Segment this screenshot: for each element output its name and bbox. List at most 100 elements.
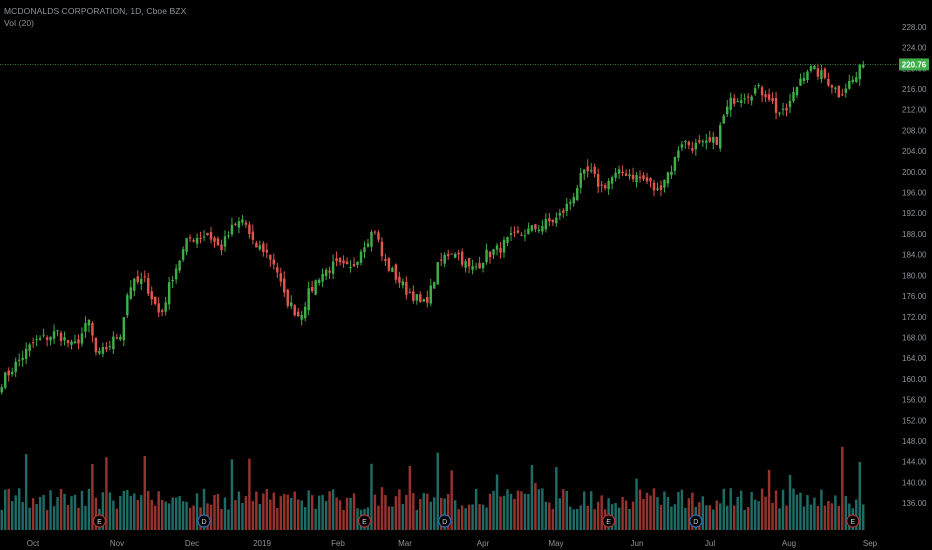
candle-body: [781, 108, 785, 110]
candle-body: [802, 78, 806, 82]
x-tick-label: Sep: [863, 539, 878, 548]
volume-bar: [767, 469, 771, 530]
volume-bar: [21, 502, 24, 530]
candle-body: [171, 279, 174, 282]
candle-body: [673, 156, 677, 171]
volume-bar: [841, 446, 844, 530]
candle-body: [610, 177, 614, 184]
earnings-marker: [357, 514, 372, 528]
candle-body: [255, 242, 258, 248]
candle-body: [244, 222, 248, 225]
volume-bar: [286, 494, 289, 530]
candle-body: [799, 78, 802, 86]
candle-body: [380, 241, 384, 257]
candle-body: [499, 248, 502, 253]
y-tick-label: 224.00: [902, 44, 927, 53]
volume-bar: [530, 464, 534, 530]
candle-body: [192, 240, 195, 242]
volume-bar: [160, 499, 164, 530]
candle-body: [621, 171, 624, 174]
candle-body: [705, 140, 708, 143]
volume-bar: [823, 505, 827, 530]
candle-body: [750, 96, 753, 101]
candle-body: [310, 286, 314, 292]
volume-bar: [255, 491, 258, 530]
volume-bar: [457, 509, 460, 530]
candle-body: [527, 228, 530, 235]
candle-body: [119, 336, 122, 340]
x-tick-label: Jul: [705, 539, 715, 548]
candle-body: [241, 219, 244, 223]
volume-bar: [265, 489, 269, 530]
volume-bar: [555, 467, 558, 530]
volume-bar: [774, 490, 778, 530]
volume-bar: [436, 452, 439, 530]
volume-bar: [66, 505, 70, 530]
candle-body: [394, 264, 398, 280]
candle-body: [558, 212, 562, 216]
candle-body: [837, 85, 841, 98]
dividend-marker: [438, 514, 452, 528]
volume-bar: [52, 506, 56, 530]
volume-bar: [746, 507, 750, 530]
volume-bar: [147, 490, 150, 530]
y-tick-label: 204.00: [902, 147, 927, 156]
event-marker-label: D: [202, 519, 207, 526]
volume-bar: [77, 507, 80, 530]
candle-body: [795, 87, 799, 96]
volume-bar: [596, 501, 600, 530]
volume-bar: [167, 503, 171, 530]
volume-bar: [94, 497, 98, 530]
volume-bar: [569, 506, 572, 530]
candle-body: [80, 333, 84, 344]
candle-body: [656, 188, 659, 190]
volume-bar: [729, 488, 732, 530]
volume-bar: [105, 457, 108, 530]
volume-bar: [485, 507, 488, 530]
volume-bar: [328, 491, 331, 530]
volume-bar: [795, 494, 799, 530]
candle-body: [286, 289, 289, 306]
chart-title: MCDONALDS CORPORATION, 1D, Cboe BZX: [4, 6, 187, 16]
candle-body: [188, 237, 192, 239]
volume-bar: [834, 495, 837, 530]
volume-bar: [739, 490, 743, 530]
volume-bar: [213, 494, 216, 530]
volume-bar: [112, 500, 115, 530]
candle-body: [628, 174, 631, 177]
volume-bar: [387, 506, 391, 530]
y-tick-label: 184.00: [902, 251, 927, 260]
candle-body: [548, 218, 551, 222]
candle-body: [317, 279, 321, 284]
volume-bar: [244, 496, 248, 530]
volume-bar: [666, 496, 670, 530]
volume-bar: [373, 494, 377, 530]
candle-body: [506, 237, 509, 243]
volume-bar: [820, 489, 823, 530]
candle-body: [855, 77, 858, 82]
volume-bar: [478, 504, 481, 530]
candle-body: [433, 282, 436, 289]
y-tick-label: 176.00: [902, 292, 927, 301]
candle-body: [10, 371, 14, 375]
earnings-marker: [846, 514, 860, 528]
x-tick-label: Nov: [110, 539, 124, 548]
y-tick-label: 140.00: [902, 478, 927, 487]
volume-bar: [684, 507, 687, 530]
candle-body: [834, 87, 837, 89]
volume-bar: [59, 488, 63, 530]
volume-bar: [659, 505, 663, 530]
volume-bar: [290, 497, 293, 530]
candle-body: [373, 231, 377, 233]
candle-body: [638, 176, 642, 179]
candle-body: [167, 282, 171, 305]
volume-bar: [140, 495, 143, 530]
volume-bar: [621, 496, 624, 530]
volume-bar: [589, 491, 593, 530]
candle-body: [251, 231, 255, 240]
volume-bar: [150, 499, 153, 530]
volume-bar: [164, 501, 167, 530]
volume-bar: [251, 501, 255, 530]
candle-body: [446, 254, 450, 257]
